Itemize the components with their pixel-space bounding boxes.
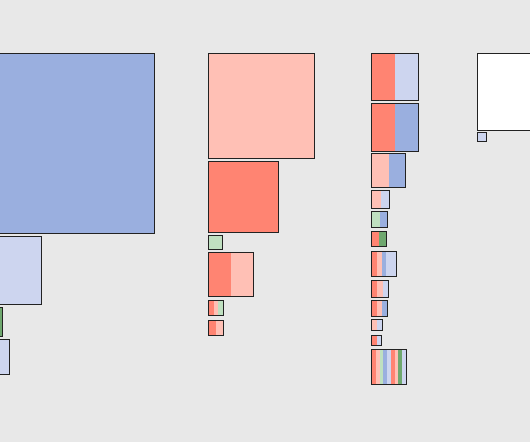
square-color-segment xyxy=(372,154,389,187)
square-color-segment xyxy=(386,252,396,276)
square-color-segment xyxy=(231,253,253,296)
square-color-segment xyxy=(381,252,387,276)
square-color-segment xyxy=(377,301,382,316)
column-3-square-5 xyxy=(371,211,388,228)
square-color-segment xyxy=(372,191,381,208)
column-1-square-4 xyxy=(0,339,10,375)
square-color-segment xyxy=(372,212,380,227)
square-color-segment xyxy=(372,252,377,276)
column-3-square-7 xyxy=(371,251,397,277)
column-3-square-12 xyxy=(371,349,407,385)
square-color-segment xyxy=(379,350,384,384)
column-3-square-2 xyxy=(371,103,419,152)
square-color-segment xyxy=(209,236,222,249)
square-color-segment xyxy=(209,162,278,232)
square-color-segment xyxy=(395,104,418,151)
square-color-segment xyxy=(372,281,378,297)
square-color-segment xyxy=(372,336,377,345)
square-color-segment xyxy=(382,281,388,297)
column-3-square-8 xyxy=(371,280,389,298)
column-2-square-3 xyxy=(208,235,223,250)
column-3-square-1 xyxy=(371,53,419,101)
square-color-segment xyxy=(372,104,395,151)
square-color-segment xyxy=(209,54,314,158)
square-color-segment xyxy=(209,301,214,315)
square-color-segment xyxy=(395,54,418,100)
column-3-square-10 xyxy=(371,319,383,331)
square-color-segment xyxy=(218,301,223,315)
square-color-segment xyxy=(398,350,403,384)
square-color-segment xyxy=(387,350,391,384)
square-color-segment xyxy=(0,237,41,304)
square-color-segment xyxy=(383,350,388,384)
square-color-segment xyxy=(216,321,223,335)
column-3-square-3 xyxy=(371,153,406,188)
square-color-segment xyxy=(382,301,387,316)
square-color-segment xyxy=(379,212,387,227)
square-color-segment xyxy=(376,336,381,345)
square-color-segment xyxy=(0,54,154,233)
square-color-segment xyxy=(388,154,405,187)
column-1-square-3 xyxy=(0,307,3,337)
column-4-square-2 xyxy=(477,132,487,142)
column-2-square-6 xyxy=(208,320,224,336)
column-1-square-2 xyxy=(0,236,42,305)
square-color-segment xyxy=(372,320,377,330)
square-color-segment xyxy=(478,133,486,141)
square-color-segment xyxy=(379,232,386,246)
column-2-square-1 xyxy=(208,53,315,159)
square-color-segment xyxy=(0,340,9,374)
column-3-square-4 xyxy=(371,190,390,209)
square-color-segment xyxy=(213,301,219,315)
square-color-segment xyxy=(0,308,2,336)
square-color-segment xyxy=(377,281,383,297)
column-3-square-9 xyxy=(371,300,388,317)
square-color-segment xyxy=(209,321,216,335)
square-color-segment xyxy=(375,350,380,384)
square-color-segment xyxy=(372,350,376,384)
square-color-segment xyxy=(478,54,530,130)
square-color-segment xyxy=(372,301,377,316)
square-color-segment xyxy=(372,232,379,246)
square-color-segment xyxy=(380,191,389,208)
square-color-segment xyxy=(390,350,395,384)
square-color-segment xyxy=(372,54,395,100)
column-2-square-5 xyxy=(208,300,224,316)
column-2-square-4 xyxy=(208,252,254,297)
square-color-segment xyxy=(376,252,382,276)
column-3-square-6 xyxy=(371,231,387,247)
column-2-square-2 xyxy=(208,161,279,233)
column-4-square-1 xyxy=(477,53,530,131)
square-color-segment xyxy=(377,320,382,330)
column-1-square-1 xyxy=(0,53,155,234)
square-color-segment xyxy=(394,350,399,384)
square-color-segment xyxy=(402,350,406,384)
column-3-square-11 xyxy=(371,335,382,346)
square-color-segment xyxy=(209,253,231,296)
